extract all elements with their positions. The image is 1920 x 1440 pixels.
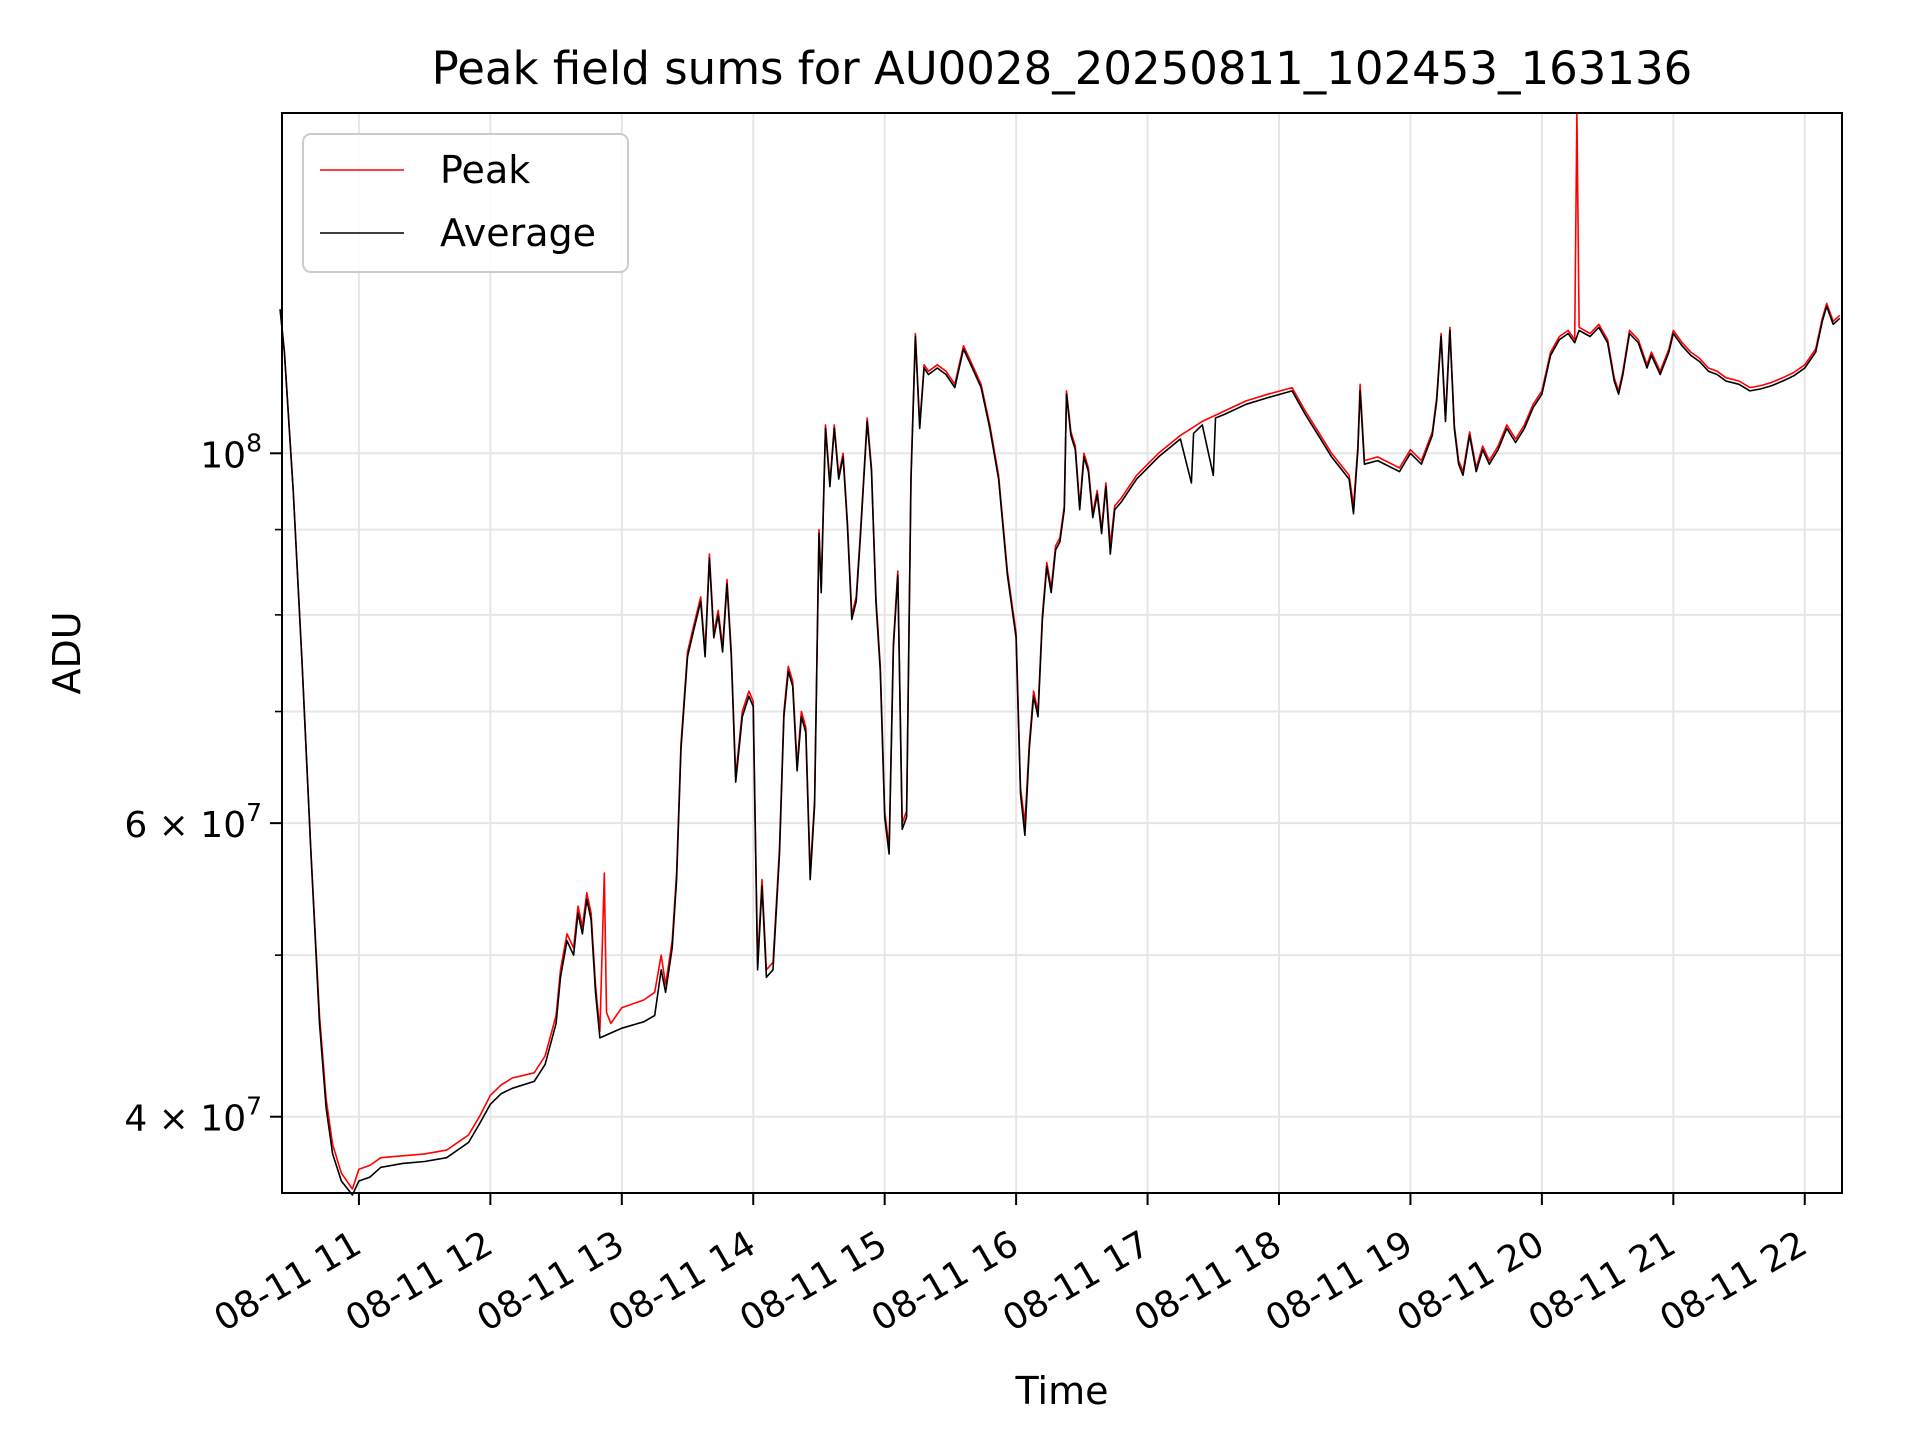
legend: Peak Average xyxy=(302,133,629,273)
y-tick-label: 108 xyxy=(200,428,262,476)
y-tick-label: 6 × 107 xyxy=(124,798,262,846)
y-tick-label: 4 × 107 xyxy=(124,1092,262,1140)
series-layer xyxy=(279,112,1841,1196)
grid xyxy=(282,113,1842,1193)
series-line-average xyxy=(279,305,1841,1196)
legend-label-average: Average xyxy=(440,211,596,255)
y-axis-label: ADU xyxy=(45,611,89,694)
legend-label-peak: Peak xyxy=(440,148,530,192)
y-axis: 4 × 107 6 × 107 108 xyxy=(124,428,282,1140)
plot-area-frame xyxy=(281,112,1843,1194)
chart-title: Peak field sums for AU0028_20250811_1024… xyxy=(432,42,1693,95)
x-axis-label: Time xyxy=(1015,1369,1109,1413)
legend-box xyxy=(302,133,629,273)
